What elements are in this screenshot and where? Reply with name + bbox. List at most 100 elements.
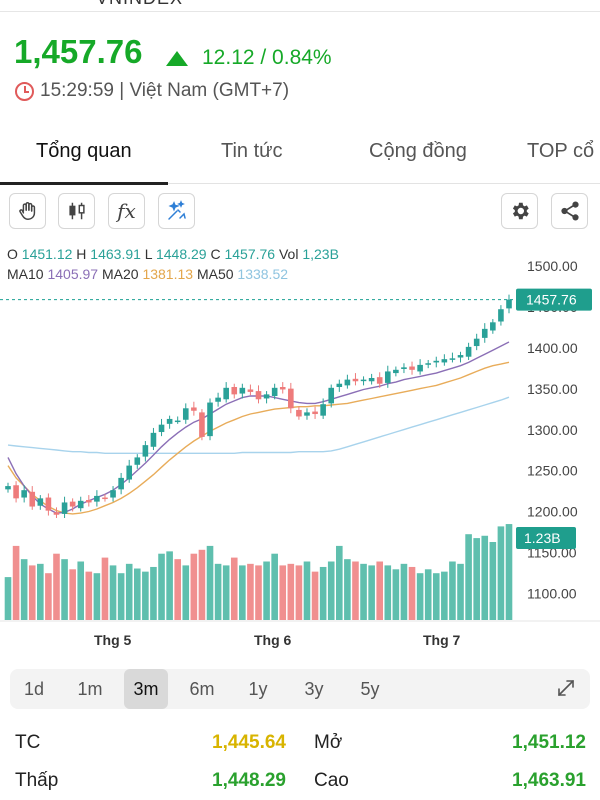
- x-axis-label: Thg 7: [423, 632, 461, 648]
- volume-bar: [28, 565, 36, 620]
- candle-body: [255, 391, 262, 400]
- candle-body: [69, 501, 76, 507]
- candle-body: [393, 369, 399, 374]
- volume-bar: [230, 557, 238, 620]
- candle-body: [271, 387, 278, 397]
- open-label: O: [7, 246, 18, 262]
- timeframe-1y[interactable]: 1y: [248, 679, 268, 699]
- volume-bar: [481, 535, 489, 620]
- volume-bar: [20, 559, 28, 620]
- symbol-text: VNINDEX: [96, 0, 183, 9]
- tab-top-stocks[interactable]: TOP cổ: [527, 140, 595, 162]
- tab-overview[interactable]: Tổng quan: [36, 140, 132, 162]
- candle-body: [126, 465, 133, 480]
- ai-drawing-button[interactable]: [158, 193, 195, 229]
- reference-value: 1,445.64: [212, 732, 286, 753]
- price-chart[interactable]: 1500.001450.001400.001350.001300.001250.…: [0, 240, 600, 660]
- candle-body: [401, 367, 407, 369]
- candle-body: [328, 387, 335, 404]
- volume-bar: [384, 565, 392, 620]
- volume-bar: [360, 563, 367, 620]
- candle-body: [352, 378, 359, 382]
- candle-body: [304, 412, 310, 416]
- candle-body: [441, 359, 448, 363]
- candle-body: [21, 490, 27, 498]
- volume-bar: [45, 573, 52, 620]
- candle-body: [118, 477, 124, 490]
- volume-bar: [449, 561, 456, 620]
- candle-body: [433, 360, 440, 363]
- timeframe-3m[interactable]: 3m: [124, 669, 168, 709]
- candle-body: [215, 397, 221, 402]
- candle-body: [77, 500, 84, 509]
- share-icon: [560, 201, 579, 221]
- close-value: 1457.76: [224, 246, 276, 262]
- volume-value: 1,23B: [302, 246, 339, 262]
- volume-bar: [182, 565, 190, 620]
- candle-body: [490, 322, 496, 331]
- expand-icon[interactable]: [556, 678, 576, 698]
- volume-bar: [311, 571, 319, 620]
- candle-body: [296, 409, 302, 417]
- tab-news[interactable]: Tin tức: [221, 140, 283, 162]
- volume-bar: [505, 524, 513, 620]
- timeframe-1d[interactable]: 1d: [23, 679, 45, 699]
- candle-body: [425, 363, 431, 365]
- volume-bar: [109, 565, 117, 620]
- tab-bar: Tổng quan Tin tức Cộng đồng TOP cổ: [0, 130, 600, 185]
- volume-bar: [206, 545, 214, 620]
- hand-icon: [18, 202, 35, 220]
- candle-body: [247, 389, 254, 392]
- indicator-button[interactable]: fx: [108, 193, 145, 229]
- volume-bar: [489, 542, 497, 620]
- timeframe-1m[interactable]: 1m: [77, 679, 103, 699]
- function-icon: fx: [117, 199, 136, 223]
- candle-body: [29, 491, 36, 507]
- ma10-line: [7, 341, 510, 514]
- high-stat-label: Cao: [314, 770, 349, 791]
- volume-bar: [166, 551, 173, 620]
- volume-label: Vol: [278, 246, 299, 262]
- share-button[interactable]: [551, 193, 588, 229]
- timeframe-3y[interactable]: 3y: [304, 679, 324, 699]
- candle-body: [360, 379, 367, 382]
- volume-bar: [117, 573, 125, 620]
- volume-bar: [142, 571, 149, 620]
- candle-body: [279, 387, 286, 390]
- clock-icon: [15, 81, 34, 101]
- timeframe-5y[interactable]: 5y: [360, 679, 380, 699]
- volume-bar: [473, 538, 480, 620]
- volume-bar: [61, 559, 68, 620]
- volume-bar: [255, 565, 262, 620]
- candle-body: [417, 364, 423, 372]
- volume-bar: [279, 565, 287, 620]
- high-value: 1463.91: [90, 246, 141, 262]
- hand-tool-button[interactable]: [9, 193, 46, 229]
- volume-bar: [214, 563, 222, 620]
- reference-label: TC: [15, 732, 41, 753]
- volume-bar: [287, 563, 295, 620]
- volume-bar: [101, 557, 109, 620]
- volume-bar: [53, 553, 60, 620]
- candle-body: [473, 338, 480, 347]
- ma50-label: MA50: [196, 266, 234, 282]
- ma10-value: 1405.97: [47, 266, 99, 282]
- candle-body: [231, 387, 238, 395]
- change-value: 12.12 / 0.84%: [202, 46, 332, 69]
- candle-body: [409, 366, 415, 370]
- settings-button[interactable]: [501, 193, 538, 229]
- volume-bar: [497, 526, 505, 620]
- last-volume-label: 1.23B: [524, 530, 561, 546]
- low-stat-value: 1,448.29: [212, 770, 286, 791]
- volume-bar: [174, 559, 181, 620]
- gear-icon: [512, 202, 529, 220]
- time-text: 15:29:59 | Việt Nam (GMT+7): [40, 80, 290, 101]
- volume-bar: [441, 571, 448, 620]
- candle-body: [239, 387, 246, 394]
- tab-community[interactable]: Cộng đồng: [369, 140, 467, 162]
- volume-bar: [424, 569, 432, 620]
- candle-body: [457, 355, 464, 358]
- chart-type-button[interactable]: [58, 193, 95, 229]
- low-label: L: [144, 246, 153, 262]
- timeframe-6m[interactable]: 6m: [189, 679, 215, 699]
